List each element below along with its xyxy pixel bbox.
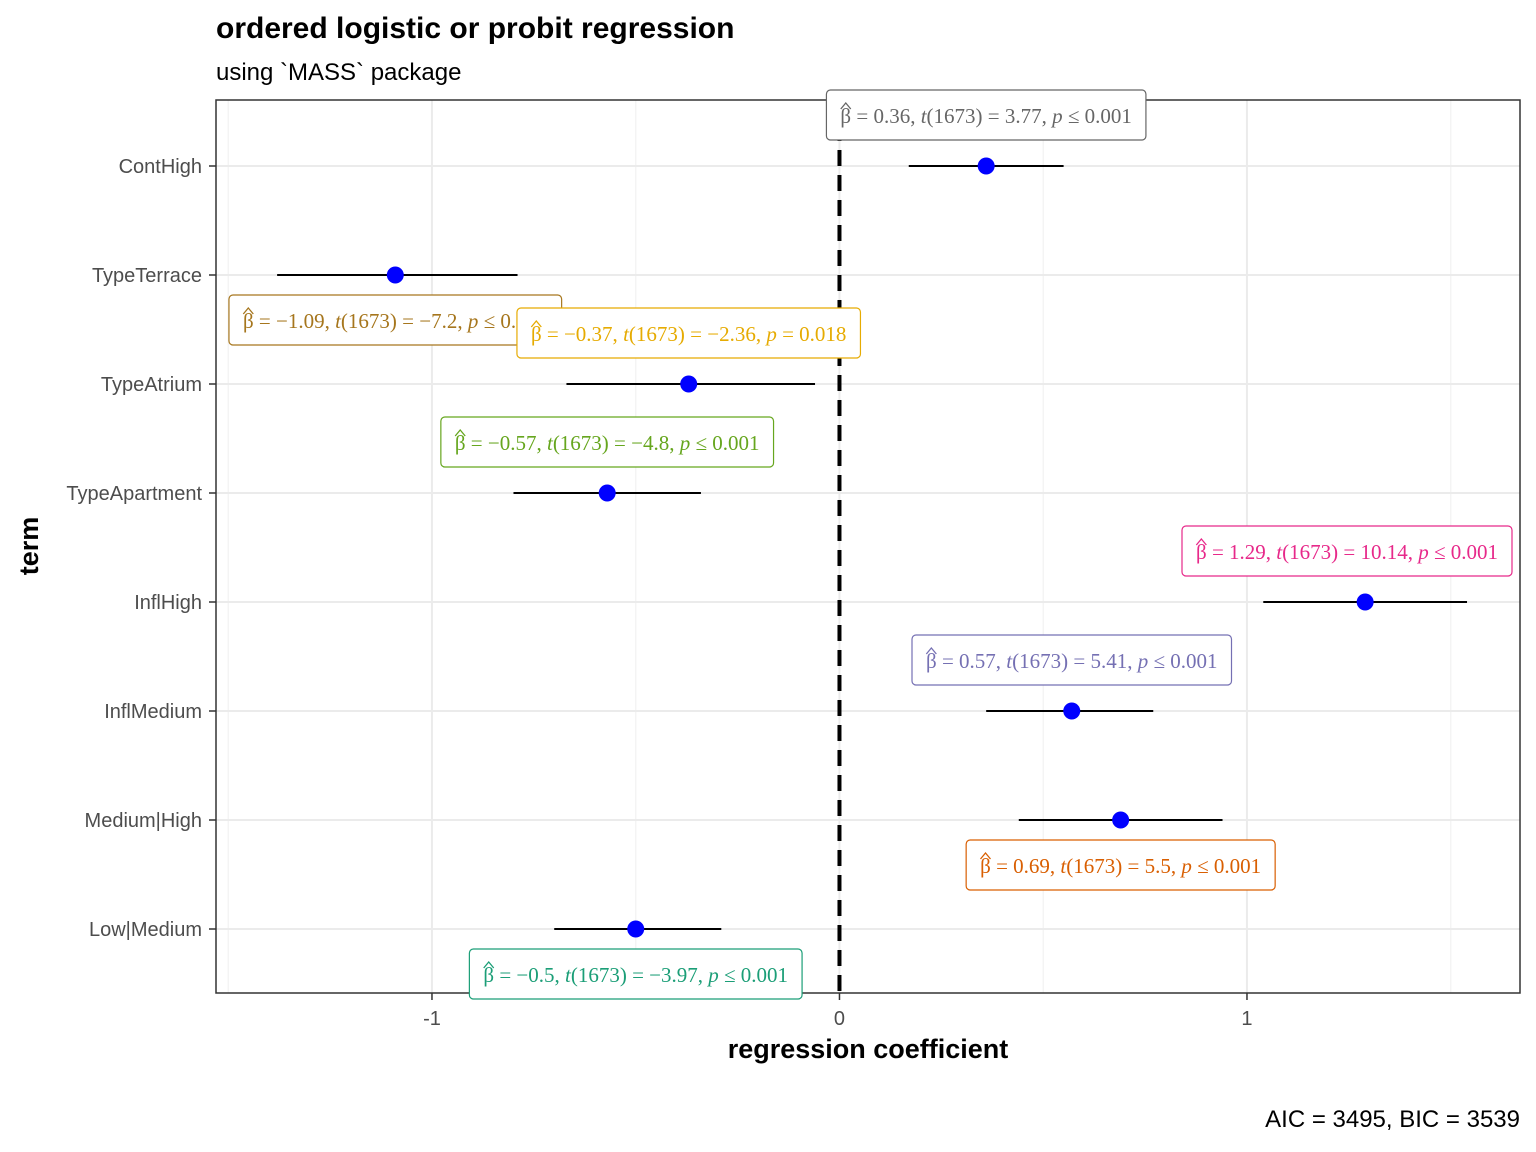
svg-text:β = −0.37, t(1673) = −2.36,: β = −0.37, t(1673) = −2.36, p = 0.018 <box>531 322 847 346</box>
beta-hat <box>979 851 991 860</box>
beta-hat <box>840 101 852 110</box>
estimate-label: β = −0.57, t(1673) = −4.8, p ≤ 0.001 <box>440 416 775 468</box>
y-tick-label: TypeTerrace <box>92 265 202 287</box>
estimate-point <box>1063 702 1081 720</box>
chart-subtitle: using `MASS` package <box>216 59 461 86</box>
y-axis-title: term <box>14 517 44 576</box>
chart-caption: AIC = 3495, BIC = 3539 <box>1265 1106 1520 1133</box>
y-tick-label: Low|Medium <box>89 919 202 941</box>
estimate-label: β = 1.29, t(1673) = 10.14, p ≤ 0.001 <box>1181 525 1513 577</box>
label-box <box>468 948 803 1000</box>
estimate-label: β = −0.5, t(1673) = −3.97, p ≤ 0.001 <box>468 948 803 1000</box>
y-tick-label: InflHigh <box>134 592 202 614</box>
svg-text:β = 0.36, t(1673) = 3.77, p: β = 0.36, t(1673) = 3.77, p ≤ 0.001 <box>840 104 1132 128</box>
label-box <box>1181 525 1513 577</box>
svg-text:β = −0.57, t(1673) = −4.8, p: β = −0.57, t(1673) = −4.8, p ≤ 0.001 <box>455 431 760 455</box>
x-tick-label: 0 <box>834 1008 845 1030</box>
plot-area: -1 0 1 ContHigh TypeTerrace TypeAtrium TypeApa… <box>66 89 1521 1030</box>
label-box <box>440 416 775 468</box>
beta-hat <box>925 646 937 655</box>
beta-hat <box>242 306 254 315</box>
beta-hat <box>483 960 495 969</box>
y-tick-label: InflMedium <box>104 701 202 723</box>
svg-text:β = 0.57, t(1673) = 5.41, p: β = 0.57, t(1673) = 5.41, p ≤ 0.001 <box>926 649 1218 673</box>
estimate-point <box>598 484 616 502</box>
estimate-label: β = 0.69, t(1673) = 5.5, p ≤ 0.001 <box>965 839 1276 891</box>
label-box <box>911 634 1233 686</box>
estimate-label: β = 0.36, t(1673) = 3.77, p ≤ 0.001 <box>825 89 1147 141</box>
svg-text:β = 0.69, t(1673) = 5.5, p ≤: β = 0.69, t(1673) = 5.5, p ≤ 0.001 <box>980 854 1261 878</box>
svg-text:β = −0.5, t(1673) = −3.97, p: β = −0.5, t(1673) = −3.97, p ≤ 0.001 <box>483 963 788 987</box>
y-tick-label: TypeApartment <box>66 483 202 505</box>
estimate-point <box>1356 593 1374 611</box>
svg-text:β = 1.29, t(1673) = 10.14, p: β = 1.29, t(1673) = 10.14, p ≤ 0.001 <box>1196 540 1498 564</box>
x-axis-title: regression coefficient <box>728 1034 1009 1064</box>
svg-text:β = −1.09, t(1673) = −7.2, p: β = −1.09, t(1673) = −7.2, p ≤ 0.001 <box>243 309 548 333</box>
y-tick-label: ContHigh <box>119 156 202 178</box>
estimate-point <box>627 920 645 938</box>
y-tick-label: TypeAtrium <box>101 374 202 396</box>
estimate-label: β = −0.37, t(1673) = −2.36, p = 0.018 <box>516 307 862 359</box>
label-box <box>516 307 862 359</box>
estimate-point <box>680 375 698 393</box>
estimate-point <box>1112 811 1130 829</box>
beta-hat <box>1195 537 1207 546</box>
estimate-label: β = −1.09, t(1673) = −7.2, p ≤ 0.001 <box>228 294 563 346</box>
beta-hat <box>454 428 466 437</box>
y-tick-label: Medium|High <box>85 810 202 832</box>
x-tick-label: 1 <box>1241 1008 1252 1030</box>
x-tick-label: -1 <box>423 1008 441 1030</box>
estimate-label: β = 0.57, t(1673) = 5.41, p ≤ 0.001 <box>911 634 1233 686</box>
label-box <box>825 89 1147 141</box>
chart-title: ordered logistic or probit regression <box>216 12 734 45</box>
beta-hat <box>530 319 542 328</box>
estimate-point <box>386 266 404 284</box>
estimate-point <box>977 157 995 175</box>
label-box <box>965 839 1276 891</box>
